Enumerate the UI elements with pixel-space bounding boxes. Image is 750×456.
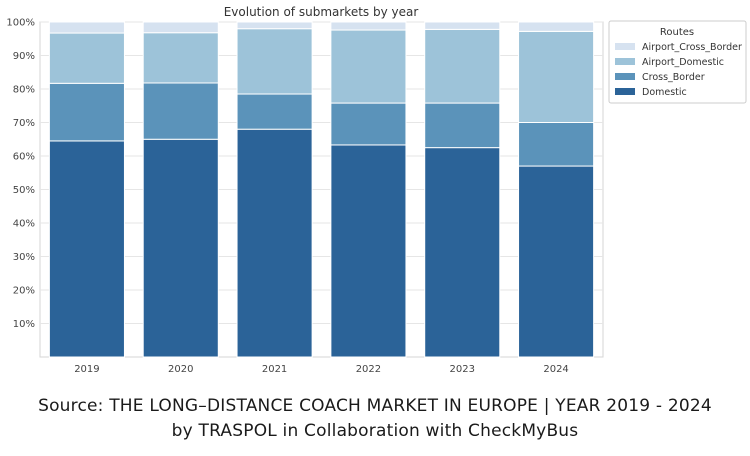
y-tick-label: 50% — [13, 185, 35, 196]
x-tick-label: 2022 — [356, 364, 381, 375]
bar-segment-airport-domestic-2022 — [330, 29, 407, 104]
bar-segment-cross-border-2023 — [424, 102, 501, 149]
bar-segment-airport-domestic-2021 — [236, 28, 313, 95]
y-tick-labels: 10% 20% 30% 40% 50% 60% 70% 80% 90% 100% — [6, 18, 35, 331]
source-caption: Source: THE LONG–DISTANCE COACH MARKET I… — [38, 396, 712, 416]
x-tick-label: 2021 — [262, 364, 287, 375]
bar-segment-domestic-2024 — [518, 165, 595, 358]
y-tick-label: 90% — [13, 51, 35, 62]
bar-segment-cross-border-2019 — [48, 82, 125, 142]
bar-segment-airport-domestic-2024 — [518, 30, 595, 124]
bar-segment-cross-border-2021 — [236, 93, 313, 130]
x-tick-label: 2019 — [74, 364, 99, 375]
bars-group — [48, 21, 595, 358]
bar-segment-domestic-2023 — [424, 147, 501, 358]
y-tick-label: 20% — [13, 286, 35, 297]
legend-label: Cross_Border — [642, 72, 705, 83]
bar-segment-airport-cross-border-2024 — [518, 21, 595, 32]
legend-items: Airport_Cross_Border Airport_Domestic Cros… — [615, 42, 742, 98]
y-tick-label: 40% — [13, 219, 35, 230]
y-tick-label: 30% — [13, 252, 35, 263]
x-tick-label: 2024 — [543, 364, 568, 375]
bar-segment-domestic-2021 — [236, 128, 313, 358]
bar-segment-airport-cross-border-2022 — [330, 21, 407, 31]
legend-swatch — [615, 58, 635, 65]
credit-caption: by TRASPOL in Collaboration with CheckMy… — [171, 421, 579, 441]
y-tick-label: 70% — [13, 118, 35, 129]
chart-title: Evolution of submarkets by year — [224, 5, 419, 19]
bar-segment-airport-cross-border-2020 — [142, 21, 219, 34]
legend-box — [608, 20, 747, 104]
bar-segment-cross-border-2020 — [142, 82, 219, 140]
legend: Routes Airport_Cross_Border Airport_Domes… — [608, 20, 747, 104]
legend-label: Airport_Cross_Border — [642, 42, 742, 53]
bar-segment-cross-border-2024 — [518, 122, 595, 167]
legend-title: Routes — [660, 27, 694, 38]
bar-segment-airport-cross-border-2019 — [48, 21, 125, 34]
legend-label: Airport_Domestic — [642, 57, 724, 68]
x-tick-label: 2020 — [168, 364, 193, 375]
legend-swatch — [615, 88, 635, 95]
legend-swatch — [615, 73, 635, 80]
bar-segment-domestic-2019 — [48, 140, 125, 358]
bar-segment-airport-domestic-2019 — [48, 32, 125, 84]
grid-lines — [40, 21, 603, 324]
bar-segment-airport-cross-border-2023 — [424, 21, 501, 30]
bar-segment-cross-border-2022 — [330, 102, 407, 146]
stacked-bar-chart: 10% 20% 30% 40% 50% 60% 70% 80% 90% 100% 2019 2020… — [6, 5, 747, 375]
y-tick-label: 100% — [6, 18, 35, 29]
x-tick-labels: 2019 2020 2021 2022 2023 2024 — [74, 364, 569, 375]
y-tick-label: 10% — [13, 319, 35, 330]
bar-segment-domestic-2022 — [330, 144, 407, 358]
y-tick-label: 80% — [13, 85, 35, 96]
bar-segment-airport-domestic-2020 — [142, 32, 219, 84]
legend-label: Domestic — [642, 87, 687, 98]
bar-segment-domestic-2020 — [142, 138, 219, 358]
x-tick-label: 2023 — [450, 364, 475, 375]
bar-segment-airport-cross-border-2021 — [236, 21, 313, 30]
y-tick-label: 60% — [13, 152, 35, 163]
bar-segment-airport-domestic-2023 — [424, 28, 501, 104]
legend-swatch — [615, 43, 635, 50]
